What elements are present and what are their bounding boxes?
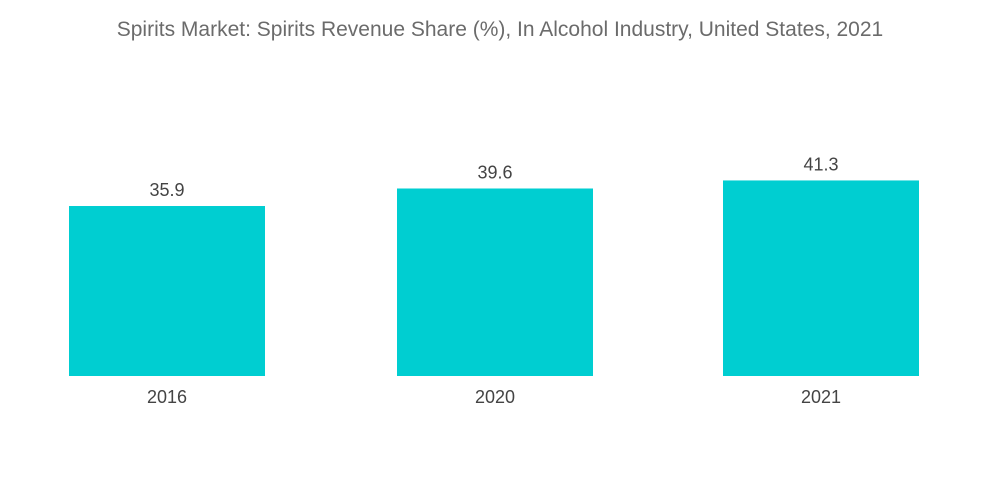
x-tick-label: 2021 [801, 387, 841, 407]
x-tick-label: 2020 [475, 387, 515, 407]
data-label: 39.6 [477, 162, 512, 182]
bar-2021 [723, 180, 919, 376]
data-label: 35.9 [149, 180, 184, 200]
data-label: 41.3 [803, 154, 838, 174]
x-tick-label: 2016 [147, 387, 187, 407]
chart-title: Spirits Market: Spirits Revenue Share (%… [116, 18, 884, 41]
bar-2020 [397, 188, 593, 376]
bar-2016 [69, 206, 265, 376]
